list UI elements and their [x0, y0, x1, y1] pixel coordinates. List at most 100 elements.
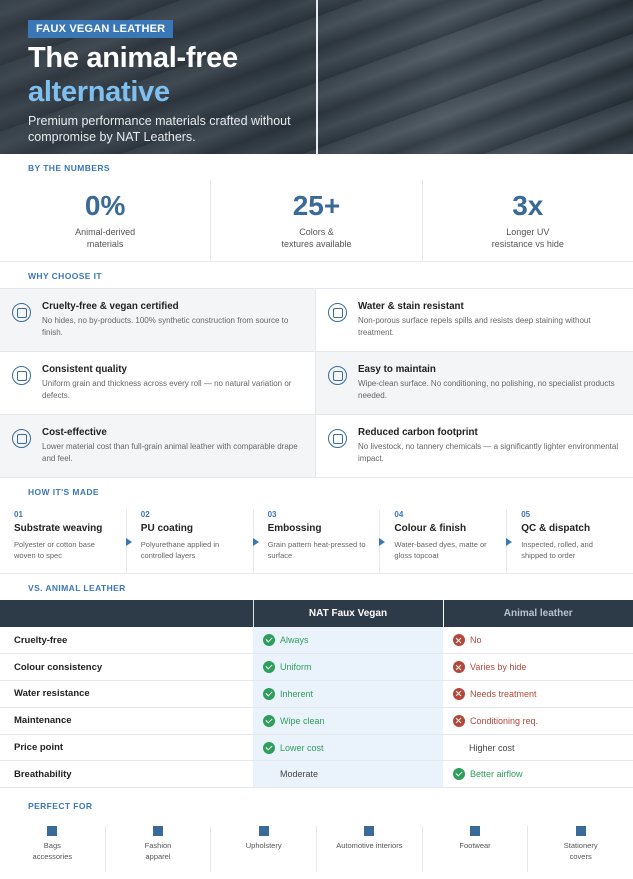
section-title-comparison: VS. ANIMAL LEATHER — [28, 583, 126, 593]
hero-banner: FAUX VEGAN LEATHER The animal-free alter… — [0, 0, 633, 154]
car-icon — [364, 826, 375, 837]
animal-value: Better airflow — [470, 769, 523, 780]
use-case-label: Upholstery — [245, 841, 282, 851]
step-desc: Polyester or cotton base woven to spec — [14, 540, 95, 560]
check-icon — [263, 687, 275, 700]
step-number: 04 — [394, 510, 404, 519]
wipe-icon — [328, 366, 347, 385]
use-case-label: Automotive interiors — [336, 841, 403, 851]
process-steps: 01 Substrate weaving Polyester or cotton… — [0, 504, 633, 574]
process-step: 01 Substrate weaving Polyester or cotton… — [0, 510, 132, 573]
stat-label: Animal-derived — [75, 227, 136, 237]
leaf-icon — [328, 429, 347, 448]
tag-icon — [12, 429, 31, 448]
benefits-grid: Cruelty-free & vegan certified No hides,… — [0, 288, 633, 478]
nat-value: Inherent — [280, 688, 314, 699]
use-case-item: Upholstery — [211, 826, 318, 873]
step-number: 03 — [267, 510, 277, 519]
row-label: Colour consistency — [0, 653, 253, 682]
benefit-title: Water & stain resistant — [358, 301, 464, 312]
stat-item: 3x Longer UV resistance vs hide — [423, 180, 633, 261]
check-icon — [263, 661, 275, 674]
stat-item: 25+ Colors & textures available — [211, 180, 423, 261]
animal-value: Conditioning req. — [470, 715, 539, 726]
benefit-card: Cruelty-free & vegan certified No hides,… — [0, 289, 316, 352]
use-case-item: Automotive interiors — [317, 826, 423, 873]
stat-label: resistance vs hide — [491, 239, 564, 249]
hero-subtitle: Premium performance materials crafted wi… — [28, 114, 291, 144]
row-label: Cruelty-free — [0, 627, 253, 655]
row-label: Maintenance — [0, 707, 253, 735]
section-title-uses: PERFECT FOR — [28, 801, 93, 812]
arrow-right-icon — [506, 538, 513, 546]
table-row: Price point Lower cost Higher cost — [0, 734, 633, 762]
animal-value: Varies by hide — [470, 662, 527, 673]
step-title: Colour & finish — [394, 523, 467, 534]
category-badge: FAUX VEGAN LEATHER — [28, 20, 174, 38]
benefit-desc: Uniform grain and thickness across every… — [42, 379, 292, 400]
section-title-why: WHY CHOOSE IT — [28, 271, 102, 281]
row-label: Price point — [0, 734, 253, 762]
use-case-item: Footwear — [423, 826, 529, 873]
step-desc: Water-based dyes, matte or gloss topcoat — [394, 540, 487, 560]
table-row: Cruelty-free Always No — [0, 627, 633, 655]
use-case-label: Bags — [43, 841, 61, 851]
use-cases-row: Bags accessories Fashion apparel Upholster… — [0, 818, 633, 873]
shoe-icon — [470, 826, 481, 837]
table-row: Water resistance Inherent Needs treatmen… — [0, 680, 633, 708]
row-label: Breathability — [0, 760, 253, 789]
comparison-table: NAT Faux Vegan Animal leather Cruelty-fr… — [0, 600, 633, 789]
use-case-label: Stationery — [563, 841, 598, 851]
stat-value: 3x — [512, 190, 544, 221]
step-desc: Polyurethane applied in controlled layer… — [140, 540, 220, 560]
image-divider — [316, 0, 318, 154]
step-desc: Grain pattern heat-pressed to surface — [267, 540, 366, 560]
cross-icon — [453, 714, 465, 727]
benefit-card: Reduced carbon footprint No livestock, n… — [316, 415, 633, 478]
table-row: Breathability Moderate Better airflow — [0, 760, 633, 789]
benefit-desc: Wipe-clean surface. No conditioning, no … — [358, 379, 615, 400]
use-case-label: Footwear — [459, 841, 491, 851]
sofa-icon — [258, 826, 269, 837]
benefit-desc: No livestock, no tannery chemicals — a s… — [358, 442, 619, 463]
stat-value: 0% — [84, 190, 126, 221]
step-number: 05 — [521, 510, 531, 519]
nat-value: Uniform — [280, 662, 312, 673]
apparel-icon — [153, 826, 163, 837]
cross-icon — [453, 634, 465, 647]
step-number: 02 — [140, 510, 150, 519]
benefit-title: Cruelty-free & vegan certified — [42, 301, 179, 312]
cross-icon — [453, 687, 465, 700]
benefit-desc: No hides, no by-products. 100% synthetic… — [42, 316, 289, 337]
stats-row: 0% Animal-derived materials 25+ Colors & t… — [0, 180, 633, 262]
stat-value: 25+ — [292, 190, 341, 221]
section-title-numbers: BY THE NUMBERS — [28, 163, 110, 173]
arrow-right-icon — [125, 538, 132, 546]
nat-value: Moderate — [280, 769, 319, 780]
stat-label: Longer UV — [506, 227, 550, 237]
benefit-desc: Lower material cost than full-grain anim… — [42, 442, 298, 463]
table-header-row: NAT Faux Vegan Animal leather — [0, 600, 633, 627]
use-case-label: Fashion — [144, 841, 172, 851]
process-step: 04 Colour & finish Water-based dyes, mat… — [380, 510, 513, 573]
animal-value: Higher cost — [469, 742, 515, 753]
check-icon — [263, 714, 275, 727]
arrow-right-icon — [379, 538, 386, 546]
benefit-card: Cost-effective Lower material cost than … — [0, 415, 316, 478]
use-case-item: Stationery covers — [528, 826, 633, 872]
animal-value: Needs treatment — [470, 688, 537, 699]
hero-title: The animal-free — [28, 42, 238, 74]
step-title: Substrate weaving — [14, 523, 103, 534]
process-step: 02 PU coating Polyurethane applied in co… — [127, 510, 259, 573]
table-row: Maintenance Wipe clean Conditioning req. — [0, 707, 633, 735]
benefit-title: Cost-effective — [42, 427, 107, 438]
animal-value: No — [470, 635, 482, 646]
step-title: PU coating — [140, 523, 194, 534]
check-icon — [263, 634, 275, 647]
nat-value: Lower cost — [280, 742, 324, 753]
benefit-title: Consistent quality — [42, 364, 127, 375]
row-label: Water resistance — [0, 680, 253, 708]
stat-label: textures available — [281, 239, 352, 249]
header-nat: NAT Faux Vegan — [252, 600, 443, 627]
bag-icon — [47, 826, 58, 837]
